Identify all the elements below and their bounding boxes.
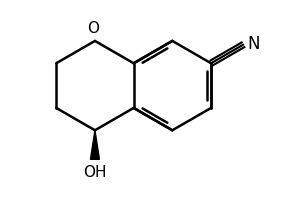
- Text: O: O: [87, 21, 99, 36]
- Polygon shape: [91, 130, 99, 159]
- Text: N: N: [248, 35, 260, 53]
- Text: OH: OH: [83, 165, 107, 180]
